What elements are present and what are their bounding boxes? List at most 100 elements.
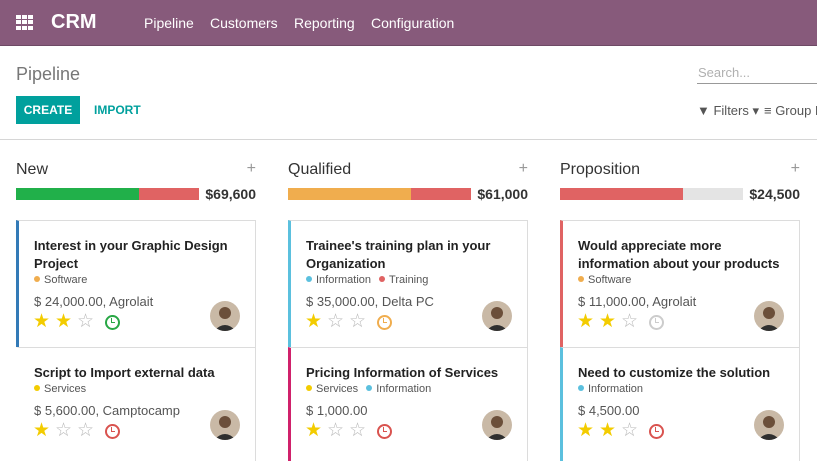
salesperson-avatar[interactable] — [482, 410, 512, 440]
tag-color-dot — [578, 385, 584, 391]
column-title[interactable]: Proposition — [560, 161, 641, 178]
tag: Software — [34, 274, 87, 286]
tag-color-dot — [34, 385, 40, 391]
star-icon[interactable]: ☆ — [55, 420, 73, 441]
card-tags: Information Training — [306, 274, 436, 286]
tag-label: Information — [588, 383, 644, 395]
tag-color-dot — [306, 276, 312, 282]
card-title: Trainee's training plan in your Organiza… — [306, 238, 491, 271]
star-icon[interactable]: ☆ — [349, 420, 367, 441]
card-tags: Services — [34, 383, 94, 395]
priority-stars[interactable]: ★ ☆ ☆ — [305, 421, 371, 441]
quick-create-icon[interactable]: + — [518, 160, 528, 177]
menu-customers[interactable]: Customers — [210, 15, 278, 31]
star-icon[interactable]: ★ — [305, 420, 323, 441]
star-icon[interactable]: ★ — [599, 420, 617, 441]
column-total: $69,600 — [205, 186, 256, 202]
opportunity-card[interactable]: Pricing Information of Services Services I… — [288, 347, 528, 461]
priority-stars[interactable]: ★ ★ ☆ — [577, 421, 643, 441]
star-icon[interactable]: ★ — [33, 311, 51, 332]
tag-label: Information — [376, 383, 432, 395]
opportunity-card[interactable]: Trainee's training plan in your Organiza… — [288, 220, 528, 348]
progress-segment[interactable] — [138, 188, 199, 200]
column-title[interactable]: Qualified — [288, 161, 352, 178]
star-icon[interactable]: ★ — [577, 420, 595, 441]
card-amount: $ 11,000.00, Agrolait — [578, 294, 697, 309]
activity-clock-icon[interactable] — [377, 315, 392, 330]
salesperson-avatar[interactable] — [754, 410, 784, 440]
star-icon[interactable]: ☆ — [327, 420, 345, 441]
salesperson-avatar[interactable] — [210, 301, 240, 331]
progress-segment[interactable] — [682, 188, 743, 200]
star-icon[interactable]: ★ — [577, 311, 595, 332]
quick-create-icon[interactable]: + — [790, 160, 800, 177]
card-amount: $ 35,000.00, Delta PC — [306, 294, 434, 309]
star-icon[interactable]: ☆ — [327, 311, 345, 332]
progress-segment[interactable] — [16, 188, 139, 200]
filters-dropdown[interactable]: ▼ Filters ▾ — [697, 103, 760, 118]
quick-create-icon[interactable]: + — [246, 160, 256, 177]
import-button[interactable]: IMPORT — [86, 96, 149, 124]
group-by-dropdown[interactable]: ≡ Group By — [764, 103, 817, 118]
tag-label: Training — [389, 274, 429, 286]
progress-segment[interactable] — [410, 188, 471, 200]
salesperson-avatar[interactable] — [210, 410, 240, 440]
tag: Information — [578, 383, 643, 395]
priority-stars[interactable]: ★ ★ ☆ — [33, 312, 99, 332]
opportunity-card[interactable]: Need to customize the solution Informatio… — [560, 347, 800, 461]
tag: Services — [306, 383, 358, 395]
column-progress-bar[interactable] — [288, 188, 471, 200]
activity-clock-icon[interactable] — [105, 315, 120, 330]
menu-pipeline[interactable]: Pipeline — [144, 15, 194, 31]
star-icon[interactable]: ☆ — [77, 311, 95, 332]
top-navbar: CRM Pipeline Customers Reporting Configu… — [0, 0, 817, 46]
star-icon[interactable]: ★ — [55, 311, 73, 332]
card-title: Need to customize the solution — [578, 365, 771, 380]
star-icon[interactable]: ☆ — [621, 311, 639, 332]
tag-label: Information — [316, 274, 372, 286]
tag: Software — [578, 274, 631, 286]
app-title[interactable]: CRM — [51, 11, 97, 33]
priority-stars[interactable]: ★ ★ ☆ — [577, 312, 643, 332]
priority-stars[interactable]: ★ ☆ ☆ — [33, 421, 99, 441]
priority-stars[interactable]: ★ ☆ ☆ — [305, 312, 371, 332]
search-input[interactable] — [697, 62, 817, 84]
menu-configuration[interactable]: Configuration — [371, 15, 455, 31]
activity-clock-icon[interactable] — [649, 424, 664, 439]
card-title: Interest in your Graphic Design Project — [34, 238, 228, 271]
star-icon[interactable]: ★ — [305, 311, 323, 332]
opportunity-card[interactable]: Interest in your Graphic Design Project S… — [16, 220, 256, 348]
tag-label: Software — [588, 274, 632, 286]
card-title: Pricing Information of Services — [306, 365, 499, 380]
salesperson-avatar[interactable] — [482, 301, 512, 331]
tag: Information — [306, 274, 371, 286]
star-icon[interactable]: ★ — [599, 311, 617, 332]
salesperson-avatar[interactable] — [754, 301, 784, 331]
opportunity-card[interactable]: Script to Import external data Services $ … — [16, 347, 256, 461]
create-button[interactable]: CREATE — [16, 96, 80, 124]
star-icon[interactable]: ☆ — [621, 420, 639, 441]
tag-label: Services — [44, 383, 87, 395]
progress-segment[interactable] — [560, 188, 683, 200]
activity-clock-icon[interactable] — [377, 424, 392, 439]
column-title[interactable]: New — [16, 161, 49, 178]
progress-segment[interactable] — [288, 188, 411, 200]
card-tags: Software — [578, 274, 639, 286]
menu-reporting[interactable]: Reporting — [294, 15, 355, 31]
activity-clock-icon[interactable] — [649, 315, 664, 330]
star-icon[interactable]: ☆ — [349, 311, 367, 332]
column-total: $61,000 — [477, 186, 528, 202]
column-progress-bar[interactable] — [560, 188, 743, 200]
card-amount: $ 1,000.00 — [306, 403, 368, 418]
card-amount: $ 24,000.00, Agrolait — [34, 294, 154, 309]
tag-color-dot — [366, 385, 373, 391]
tag-color-dot — [306, 385, 312, 391]
star-icon[interactable]: ☆ — [77, 420, 95, 441]
activity-clock-icon[interactable] — [105, 424, 120, 439]
tag-color-dot — [578, 276, 584, 282]
column-progress-bar[interactable] — [16, 188, 199, 200]
star-icon[interactable]: ★ — [33, 420, 51, 441]
card-amount: $ 5,600.00, Camptocamp — [34, 403, 180, 418]
apps-grid-icon[interactable] — [16, 15, 33, 30]
opportunity-card[interactable]: Would appreciate more information about … — [560, 220, 800, 348]
